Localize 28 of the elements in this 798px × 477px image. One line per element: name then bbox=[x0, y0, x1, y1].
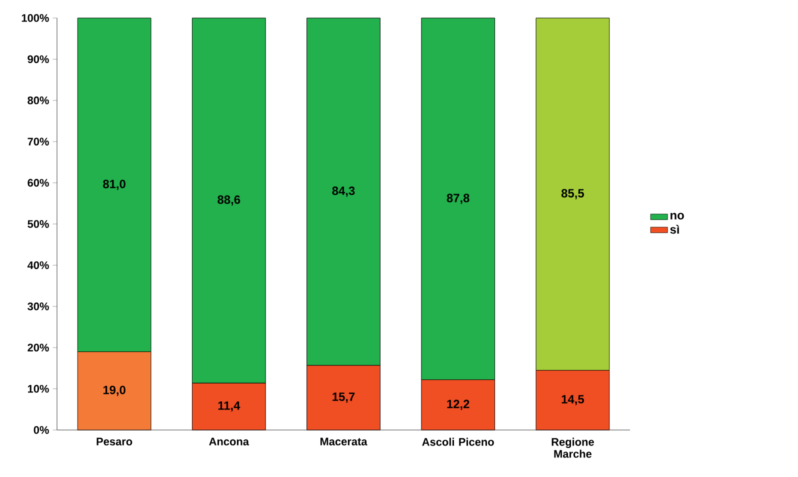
legend-label: sì bbox=[670, 224, 680, 234]
y-tick-label: 50% bbox=[28, 220, 49, 228]
x-tick-label: Ascoli Piceno bbox=[422, 438, 494, 446]
legend-label: no bbox=[670, 212, 684, 220]
y-tick-label: 60% bbox=[28, 178, 49, 187]
data-label: 87,8 bbox=[446, 194, 470, 204]
y-tick-label: 0% bbox=[34, 426, 49, 434]
y-tick-label: 70% bbox=[28, 138, 49, 146]
x-tick-label: Macerata bbox=[320, 438, 368, 446]
y-tick-label: 80% bbox=[28, 96, 49, 104]
y-tick-label: 40% bbox=[27, 261, 49, 270]
x-tick-label: Pesaro bbox=[96, 438, 132, 446]
data-label: 12,2 bbox=[447, 400, 470, 410]
data-label: 19,0 bbox=[103, 386, 126, 396]
data-label: 88,6 bbox=[218, 195, 240, 206]
data-label: 84,3 bbox=[332, 186, 355, 197]
y-tick-label: 90% bbox=[28, 55, 49, 64]
data-label: 85,5 bbox=[561, 189, 584, 200]
y-tick-label: 20% bbox=[28, 344, 49, 352]
data-label: 15,7 bbox=[332, 392, 355, 403]
data-label: 81,0 bbox=[103, 180, 126, 190]
data-label: 14,5 bbox=[562, 395, 584, 406]
y-tick-label: 100% bbox=[22, 14, 49, 22]
data-label: 11,4 bbox=[218, 401, 240, 412]
x-tick-label: Regione Marche bbox=[552, 438, 594, 458]
y-tick-label: 30% bbox=[28, 302, 49, 310]
x-tick-label: Ancona bbox=[209, 438, 250, 446]
y-tick-label: 10% bbox=[28, 384, 49, 393]
